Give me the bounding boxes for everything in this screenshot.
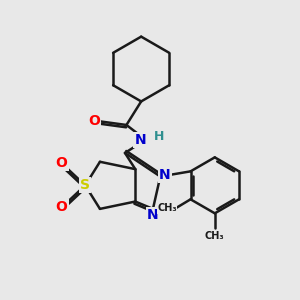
Text: CH₃: CH₃	[205, 231, 225, 241]
Text: CH₃: CH₃	[157, 203, 177, 213]
Text: H: H	[154, 130, 164, 143]
Text: O: O	[88, 114, 100, 128]
Text: N: N	[159, 168, 170, 182]
Text: O: O	[56, 156, 68, 170]
Text: N: N	[147, 208, 159, 222]
Text: O: O	[56, 200, 68, 214]
Text: N: N	[134, 133, 146, 147]
Text: S: S	[80, 178, 90, 192]
